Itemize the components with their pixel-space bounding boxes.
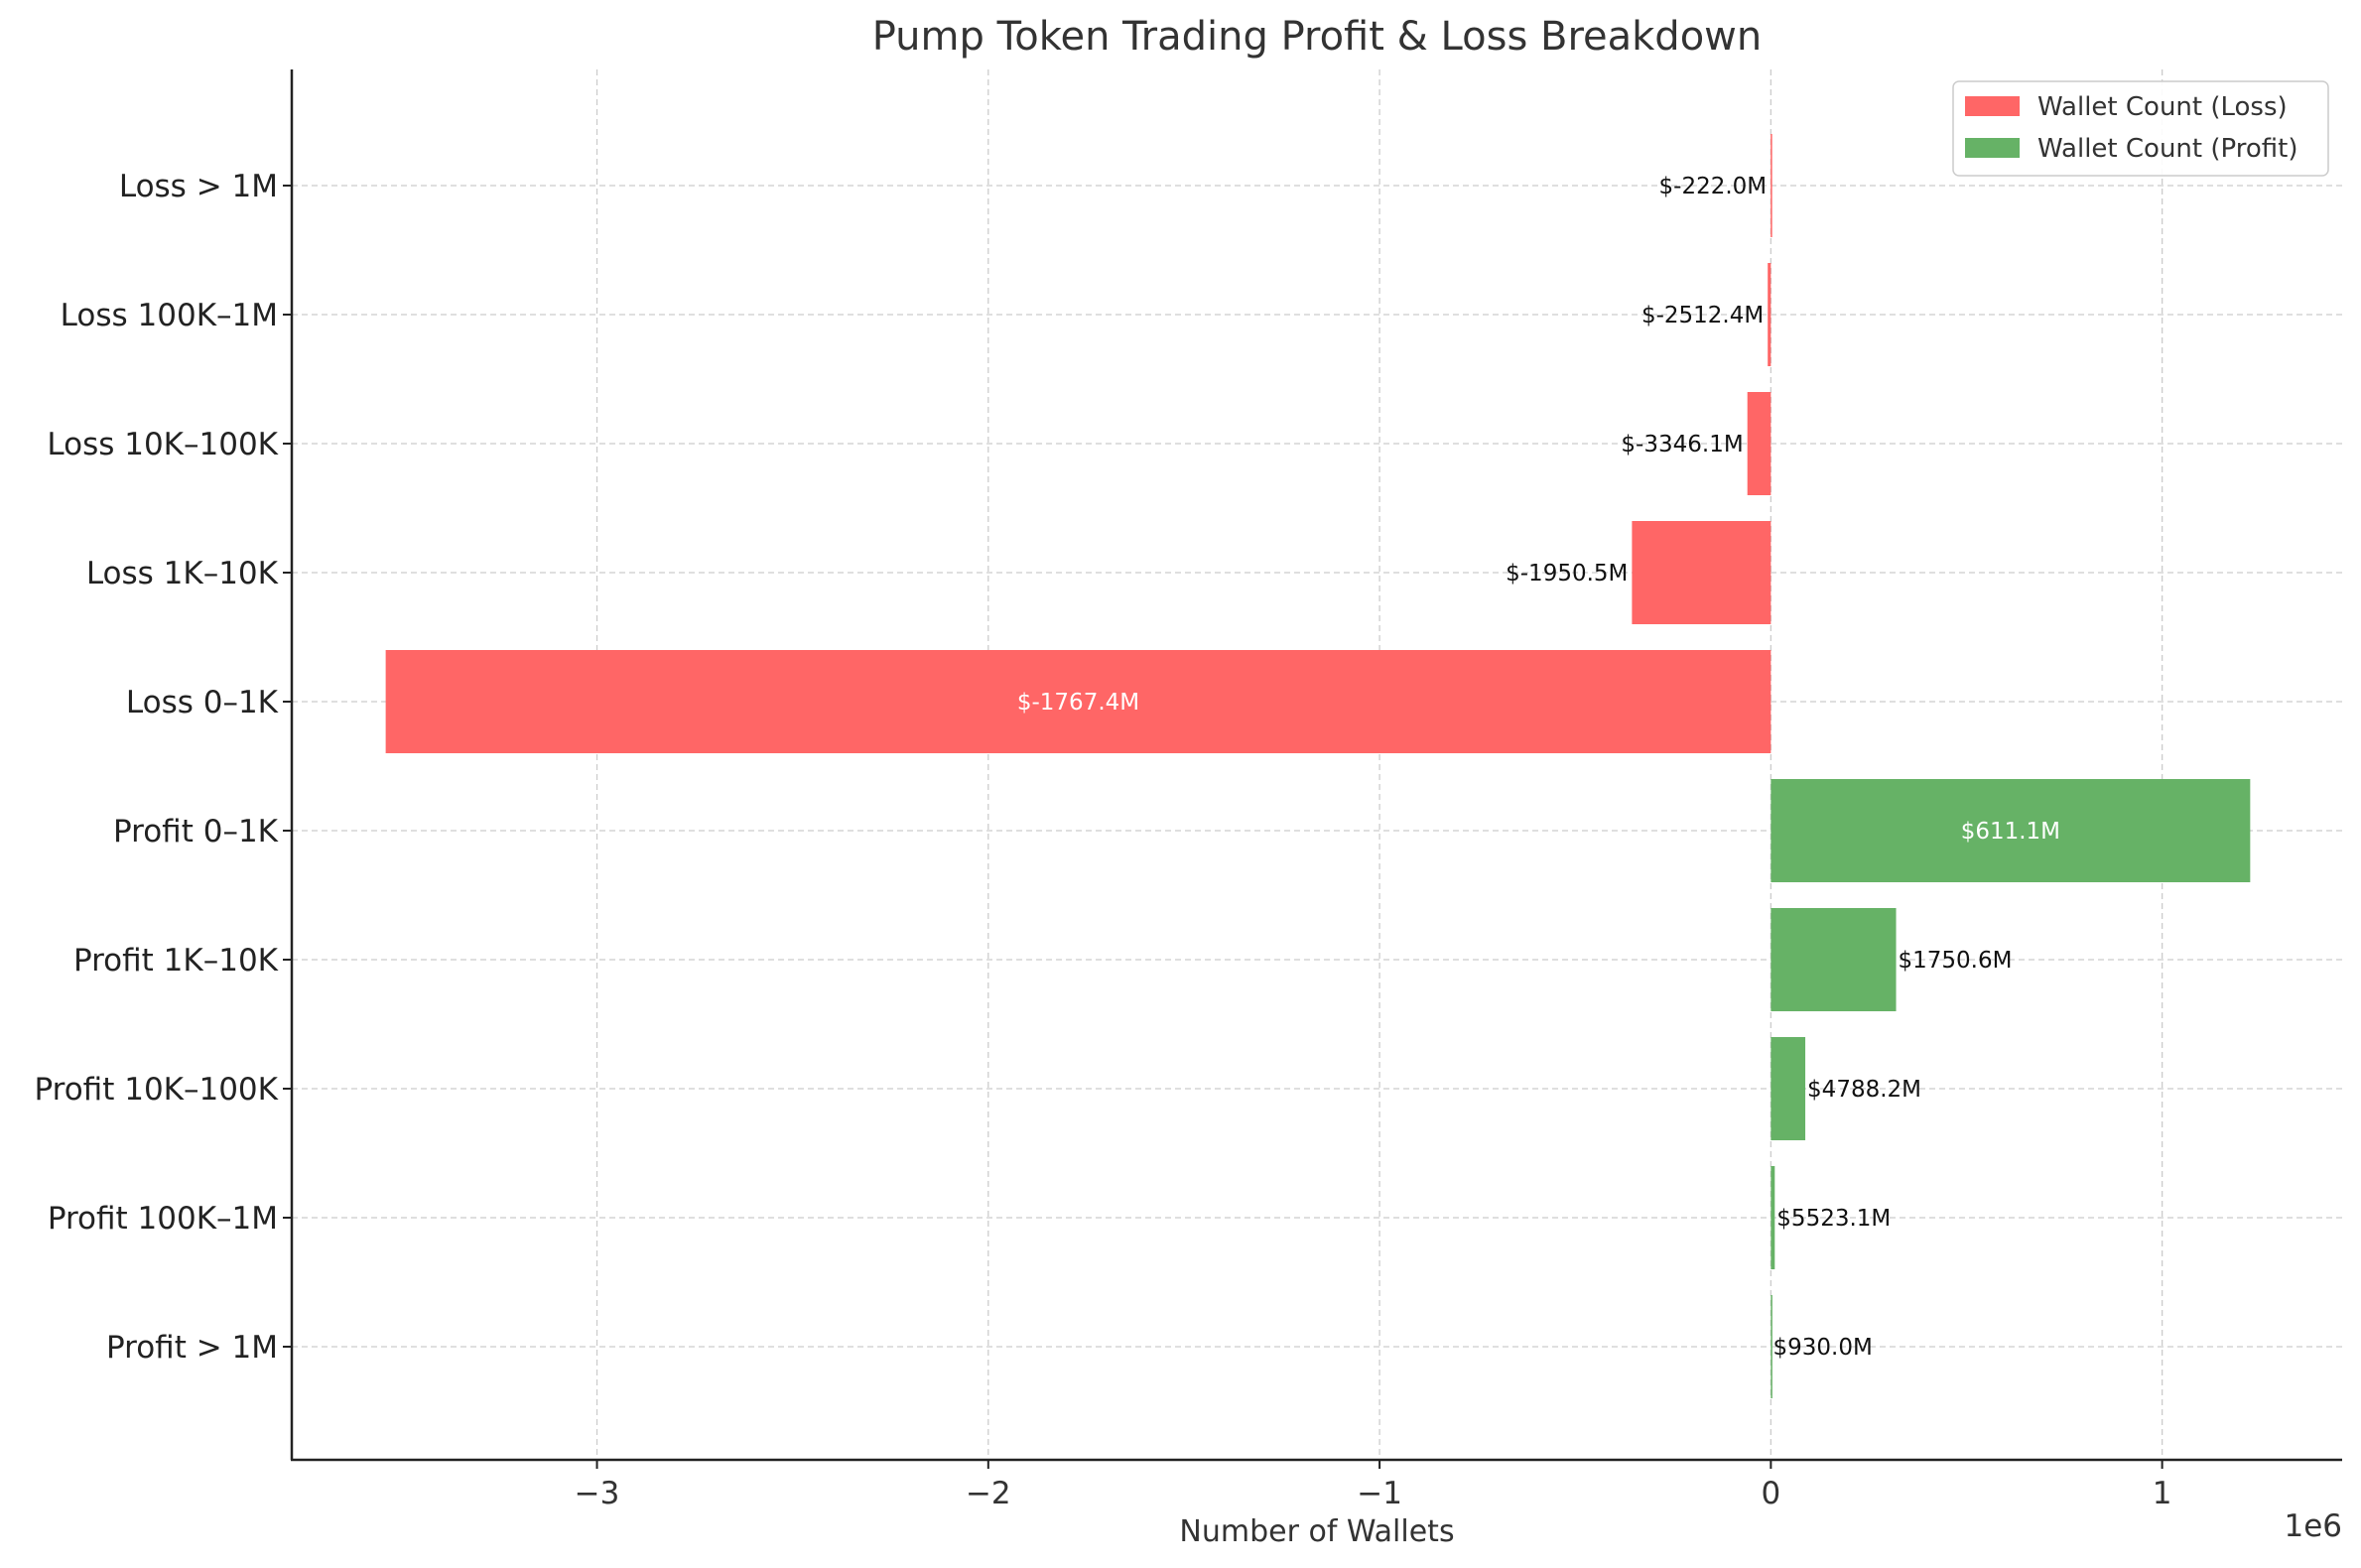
bar-value-label: $-1950.5M xyxy=(1506,561,1628,587)
bar-value-label: $4788.2M xyxy=(1807,1077,1921,1103)
x-offset-text: 1e6 xyxy=(2284,1508,2342,1544)
legend-label-loss: Wallet Count (Loss) xyxy=(2037,92,2288,122)
x-tick-label: 0 xyxy=(1761,1476,1780,1511)
bar-loss xyxy=(1771,134,1772,237)
bar-loss xyxy=(385,650,1771,753)
legend-swatch-profit xyxy=(1965,138,2020,158)
y-ticks: Loss > 1M Loss 100K–1M Loss 10K–100K Loss 1… xyxy=(35,169,292,1366)
bar-profit xyxy=(1771,1037,1806,1140)
grid xyxy=(292,69,2342,1460)
bar-value-label: $-1767.4M xyxy=(1017,690,1139,716)
x-tick-label: −2 xyxy=(966,1476,1011,1511)
y-tick-label: Loss 0–1K xyxy=(126,685,279,720)
legend-frame xyxy=(1952,80,2329,177)
x-tick-label: −3 xyxy=(575,1476,620,1511)
y-tick-label: Profit 0–1K xyxy=(113,814,279,849)
y-tick-label: Loss > 1M xyxy=(119,169,278,204)
y-tick-label: Loss 1K–10K xyxy=(86,556,279,591)
bar-loss xyxy=(1768,263,1771,366)
x-axis-label: Number of Wallets xyxy=(1179,1514,1454,1549)
y-tick-label: Loss 100K–1M xyxy=(61,298,278,333)
x-tick-label: 1 xyxy=(2153,1476,2172,1511)
bar-value-label: $-3346.1M xyxy=(1621,432,1743,457)
legend-label-profit: Wallet Count (Profit) xyxy=(2037,134,2297,164)
bar-profit xyxy=(1771,908,1897,1011)
y-tick-label: Loss 10K–100K xyxy=(47,427,278,462)
bar-value-label: $1750.6M xyxy=(1899,948,2013,974)
bar-profit xyxy=(1771,1295,1772,1398)
bar-loss xyxy=(1632,521,1771,624)
x-ticks: −3 −2 −1 0 1 xyxy=(575,1460,2172,1511)
y-tick-label: Profit 10K–100K xyxy=(35,1072,279,1108)
legend-swatch-loss xyxy=(1965,96,2020,116)
bar-profit xyxy=(1771,1166,1775,1269)
bars xyxy=(385,134,2251,1398)
axes xyxy=(290,69,2342,1462)
chart-title: Pump Token Trading Profit & Loss Breakdo… xyxy=(872,14,1762,60)
bar-labels: $-222.0M $-2512.4M $-3346.1M $-1950.5M $-176… xyxy=(1017,174,2060,1361)
bar-value-label: $611.1M xyxy=(1961,819,2060,845)
y-tick-label: Profit > 1M xyxy=(106,1330,278,1366)
bar-loss xyxy=(1747,392,1771,495)
x-tick-label: −1 xyxy=(1357,1476,1402,1511)
bar-value-label: $930.0M xyxy=(1772,1335,1872,1361)
y-tick-label: Profit 100K–1M xyxy=(48,1201,278,1237)
bar-value-label: $-2512.4M xyxy=(1641,303,1764,328)
bar-value-label: $-222.0M xyxy=(1659,174,1768,199)
y-tick-label: Profit 1K–10K xyxy=(73,943,279,979)
bar-profit xyxy=(1771,779,2251,882)
legend: Wallet Count (Loss) Wallet Count (Profit… xyxy=(1952,80,2329,177)
bar-value-label: $5523.1M xyxy=(1776,1206,1891,1232)
